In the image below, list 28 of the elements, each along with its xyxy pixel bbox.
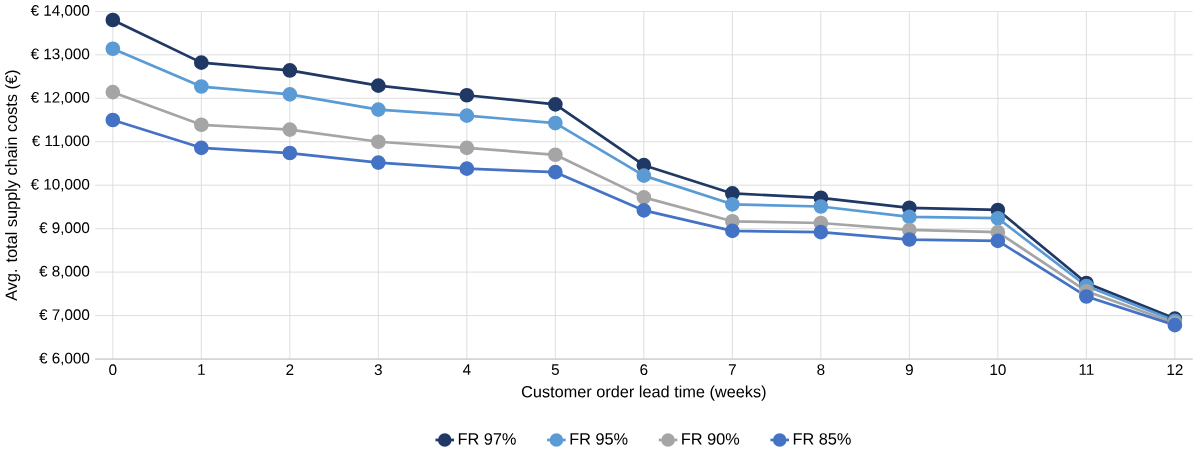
- x-tick-label: 8: [817, 364, 825, 376]
- y-tick-label: € 9,000: [39, 222, 90, 235]
- x-tick-label: 11: [1079, 364, 1094, 375]
- y-tick-label: € 7,000: [39, 309, 90, 322]
- x-tick-label: 12: [1167, 364, 1183, 375]
- x-tick-label: 7: [728, 364, 736, 375]
- y-tick-label: € 10,000: [30, 178, 90, 192]
- legend-label: FR 85%: [793, 433, 851, 445]
- y-tick-label: € 14,000: [30, 4, 90, 18]
- x-tick-label: 0: [109, 364, 117, 376]
- legend-label: FR 97%: [458, 433, 516, 445]
- x-tick-label: 2: [286, 364, 294, 375]
- legend-label: FR 90%: [682, 433, 740, 445]
- x-tick-label: 4: [462, 364, 471, 375]
- x-tick-label: 5: [551, 364, 559, 375]
- x-tick-label: 1: [198, 364, 205, 375]
- x-tick-label: 10: [990, 364, 1006, 376]
- x-tick-label: 9: [905, 364, 913, 376]
- legend-label: FR 95%: [570, 433, 628, 445]
- y-tick-label: € 6,000: [39, 352, 90, 366]
- x-tick-label: 6: [640, 364, 648, 376]
- x-tick-label: 3: [374, 364, 382, 376]
- y-axis-title: Avg. total supply chain costs (€): [5, 70, 21, 301]
- y-tick-label: € 8,000: [39, 265, 90, 279]
- y-tick-label: € 12,000: [30, 91, 90, 105]
- y-tick-label: € 11,000: [31, 135, 90, 148]
- y-tick-label: € 13,000: [30, 48, 90, 62]
- x-axis-title: Customer order lead time (weeks): [521, 385, 766, 401]
